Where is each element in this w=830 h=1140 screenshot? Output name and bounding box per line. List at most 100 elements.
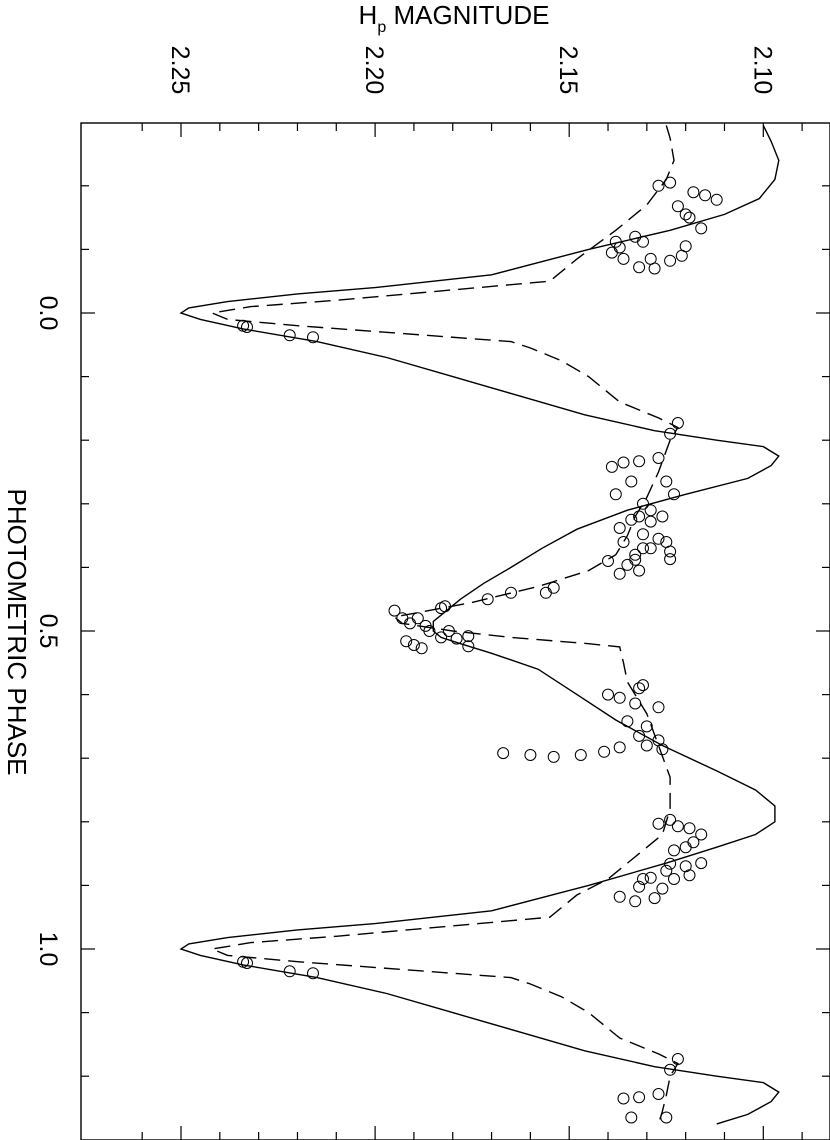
data-point xyxy=(497,747,510,760)
data-point xyxy=(629,548,642,561)
data-point xyxy=(664,813,677,826)
data-point xyxy=(683,869,696,882)
data-point xyxy=(664,427,677,440)
data-point xyxy=(652,532,665,545)
data-point xyxy=(633,729,646,742)
data-point xyxy=(652,1088,665,1100)
data-point xyxy=(664,176,677,189)
data-point xyxy=(524,749,537,761)
data-point xyxy=(633,455,646,468)
data-point xyxy=(699,189,712,202)
data-point xyxy=(652,817,665,830)
data-point xyxy=(404,617,416,630)
data-point xyxy=(679,841,692,854)
data-point xyxy=(644,871,657,884)
data-point xyxy=(307,331,319,344)
data-point xyxy=(637,528,649,541)
data-point xyxy=(675,249,688,262)
data-point xyxy=(629,230,642,243)
mag-tick-label: 2.20 xyxy=(360,46,388,95)
data-point xyxy=(547,750,560,763)
data-point xyxy=(435,631,448,644)
data-point xyxy=(633,261,646,274)
magnitude-axis-title: Hp MAGNITUDE xyxy=(359,0,550,36)
data-point xyxy=(637,542,649,555)
phase-axis-title: PHOTOMETRIC PHASE xyxy=(2,488,32,775)
data-point xyxy=(625,513,638,526)
model-curves xyxy=(179,125,780,1125)
data-point xyxy=(621,715,634,728)
data-point xyxy=(613,890,626,903)
data-point xyxy=(613,741,626,754)
data-point xyxy=(652,179,665,192)
data-point xyxy=(283,329,296,342)
dashed-model-curve xyxy=(209,125,679,1125)
data-point xyxy=(644,542,657,555)
phase-tick-label: 0.5 xyxy=(34,614,62,649)
phase-tick-label: 0.0 xyxy=(34,296,62,331)
data-point xyxy=(656,743,669,756)
data-point xyxy=(633,682,646,695)
data-point xyxy=(462,630,475,643)
data-point xyxy=(664,553,677,566)
data-point xyxy=(660,1111,673,1124)
data-point xyxy=(574,749,587,761)
data-point xyxy=(400,635,413,648)
axis-tick-labels: 2.25 2.20 2.15 2.10 0.0 0.5 1.0 xyxy=(34,46,776,967)
data-point xyxy=(505,586,517,599)
data-point xyxy=(396,612,409,625)
data-point xyxy=(652,701,665,714)
data-point xyxy=(668,873,680,885)
data-point xyxy=(637,497,649,510)
data-point xyxy=(671,1053,684,1065)
data-point xyxy=(598,745,611,758)
data-point xyxy=(613,567,626,580)
data-point xyxy=(462,640,475,653)
data-point xyxy=(621,558,634,571)
data-point xyxy=(656,882,669,895)
data-point xyxy=(679,208,692,221)
data-point xyxy=(407,639,420,651)
data-point xyxy=(687,836,700,849)
data-point xyxy=(625,475,638,488)
data-point xyxy=(660,864,673,877)
phase-tick-label: 1.0 xyxy=(34,932,62,967)
data-point xyxy=(613,691,626,704)
data-point xyxy=(652,452,665,464)
data-point xyxy=(442,625,455,637)
observed-points xyxy=(237,176,723,1124)
data-point xyxy=(415,642,428,655)
data-point xyxy=(695,857,708,870)
data-point xyxy=(237,955,250,968)
data-point xyxy=(602,688,614,701)
data-point xyxy=(644,515,657,528)
data-point xyxy=(629,895,642,908)
data-point xyxy=(609,488,622,501)
data-point xyxy=(547,581,560,594)
data-point xyxy=(648,262,661,275)
data-point xyxy=(695,828,708,841)
data-point xyxy=(625,1111,638,1124)
data-point xyxy=(683,211,696,224)
mag-tick-label: 2.25 xyxy=(166,46,194,95)
data-point xyxy=(388,604,401,617)
data-point xyxy=(633,564,646,577)
data-point xyxy=(664,545,677,558)
data-point xyxy=(617,536,630,548)
axis-ticks xyxy=(81,123,830,1140)
data-point xyxy=(668,488,680,501)
data-point xyxy=(481,593,494,606)
data-point xyxy=(671,417,684,429)
data-point xyxy=(637,679,649,692)
data-point xyxy=(671,200,684,213)
data-point xyxy=(423,625,436,637)
data-point xyxy=(640,720,653,733)
data-point xyxy=(664,857,677,870)
data-point xyxy=(435,602,448,615)
data-point xyxy=(656,510,669,523)
data-point xyxy=(671,820,684,833)
data-point xyxy=(617,252,630,265)
data-point xyxy=(664,1063,677,1076)
mag-tick-label: 2.15 xyxy=(554,46,582,95)
